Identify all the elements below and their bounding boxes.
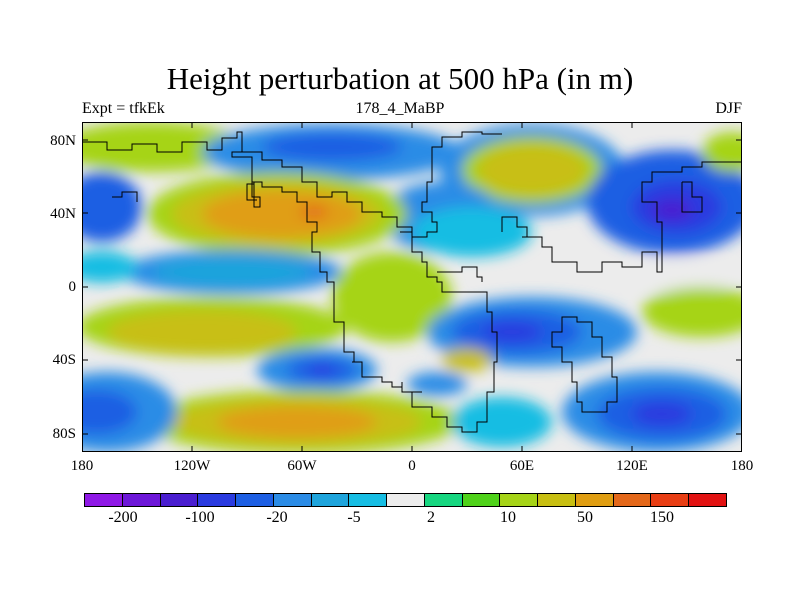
height-perturbation-map [82,122,742,452]
x-tick-120w: 120W [173,458,211,474]
map-title: Height perturbation at 500 hPa (in m) [166,61,634,96]
axis-ticks [82,122,742,452]
colorbar-label: 150 [650,509,674,526]
season-label: DJF [715,100,742,117]
colorbar-segment [688,493,727,507]
contour-field [82,122,742,452]
colorbar-segment [650,493,689,507]
x-tick-60w: 60W [287,458,317,474]
colorbar-segment [461,493,501,507]
colorbar [84,493,727,507]
x-tick-180-right: 180 [730,458,754,474]
colorbar-label: -20 [266,509,288,526]
colorbar-segment [121,493,161,507]
colorbar-segment [235,493,274,507]
coastline-outline [82,131,742,433]
run-label: 178_4_MaBP [355,100,445,117]
colorbar-segment [159,493,199,507]
colorbar-label: 10 [500,509,516,526]
colorbar-segment [574,493,614,507]
colorbar-label: -5 [347,509,361,526]
y-tick-80s: 80S [52,426,76,442]
colorbar-segment [310,493,350,507]
colorbar-segment [84,493,123,507]
colorbar-label: -200 [108,509,138,526]
colorbar-segment [612,493,652,507]
colorbar-segment [537,493,576,507]
y-tick-40n: 40N [50,206,76,222]
x-tick-60e: 60E [509,458,535,474]
colorbar-segment [272,493,312,507]
x-tick-180-left: 180 [70,458,94,474]
y-tick-0: 0 [68,279,77,295]
x-tick-120e: 120E [616,458,648,474]
colorbar-label: 50 [577,509,593,526]
colorbar-segment [499,493,538,507]
experiment-label: Expt = tfkEk [82,100,165,117]
x-tick-0: 0 [408,458,416,474]
colorbar-segment [348,493,387,507]
y-tick-40s: 40S [52,352,76,368]
colorbar-segment [386,493,425,507]
y-tick-80n: 80N [50,133,76,149]
colorbar-segment [197,493,236,507]
colorbar-label: -100 [185,509,215,526]
colorbar-label: 2 [427,509,435,526]
colorbar-segment [423,493,463,507]
